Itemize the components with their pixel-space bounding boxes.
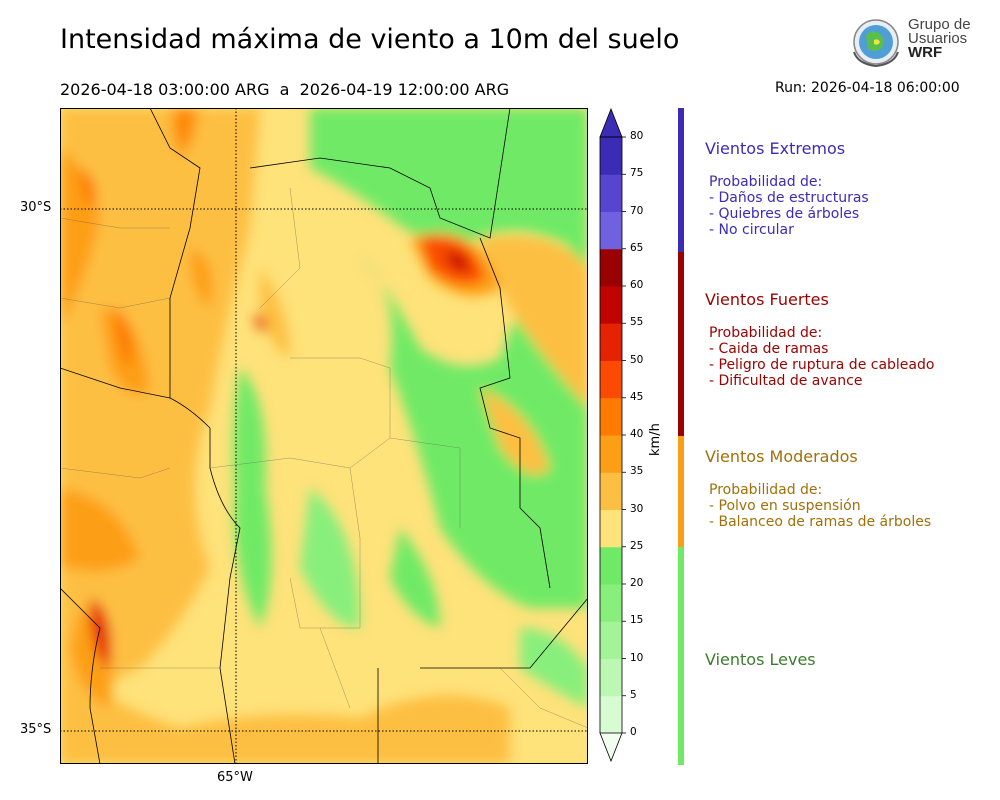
lon-label-65w: 65°W: [217, 770, 253, 785]
category-moderados: Vientos Moderados Probabilidad de: - Pol…: [705, 447, 931, 530]
colorbar-tick-label: 15: [630, 614, 644, 627]
colorbar-band: [600, 397, 622, 436]
wind-map: [60, 108, 588, 764]
colorbar-band: [600, 658, 622, 697]
colorbar-extend-high: [599, 107, 623, 138]
category-band: [678, 252, 684, 436]
colorbar-band: [600, 546, 622, 585]
colorbar-tick-label: 80: [630, 130, 644, 142]
colorbar-tick-label: 60: [630, 279, 644, 291]
lat-label-30s: 30°S: [20, 200, 52, 215]
category-fuertes: Vientos Fuertes Probabilidad de: - Caida…: [705, 290, 934, 389]
colorbar-tick-label: 20: [630, 577, 644, 589]
colorbar-band: [600, 211, 622, 250]
colorbar-band: [600, 248, 622, 287]
department-borders: [60, 187, 588, 729]
category-description: Probabilidad de: - Caida de ramas - Peli…: [709, 325, 935, 389]
colorbar-band: [600, 360, 622, 399]
colorbar-band: [600, 174, 622, 212]
category-band: [678, 108, 684, 252]
colorbar-band: [600, 286, 622, 324]
colorbar: [599, 107, 626, 763]
colorbar-tick-label: 10: [630, 651, 644, 664]
category-description: Probabilidad de: - Polvo en suspensión -…: [709, 482, 932, 530]
wind-field: [60, 108, 588, 764]
category-band: [678, 547, 684, 765]
category-title: Vientos Moderados: [705, 447, 858, 466]
category-title: Vientos Leves: [705, 650, 816, 669]
map-title: Intensidad máxima de viento a 10m del su…: [60, 24, 680, 55]
logo-line-3: WRF: [908, 44, 943, 61]
colorbar-tick-label: 55: [630, 316, 644, 329]
colorbar-band: [600, 472, 622, 510]
province-borders: [60, 108, 588, 764]
date-range: 2026-04-18 03:00:00 ARG a 2026-04-19 12:…: [60, 80, 510, 99]
run-time: Run: 2026-04-18 06:00:00: [775, 80, 960, 96]
category-title: Vientos Fuertes: [705, 290, 829, 309]
grupo-wrf-logo: Grupo de Usuarios WRF: [848, 14, 978, 74]
colorbar-extend-low: [599, 732, 623, 763]
colorbar-band: [600, 435, 622, 473]
colorbar-tick-label: 65: [630, 241, 644, 254]
category-band: [678, 436, 684, 547]
category-description: Probabilidad de: - Daños de estructuras …: [709, 174, 869, 238]
colorbar-unit: km/h: [648, 423, 663, 456]
globe-icon: [853, 19, 899, 68]
category-leves: Vientos Leves: [705, 650, 816, 669]
colorbar-tick-label: 45: [630, 390, 644, 403]
colorbar-tick-label: 40: [630, 428, 644, 440]
colorbar-tick-label: 70: [630, 204, 644, 217]
colorbar-tick-label: 35: [630, 465, 644, 478]
colorbar-band: [600, 323, 622, 361]
logo-line-1: Grupo de: [908, 16, 971, 33]
category-extremos: Vientos Extremos Probabilidad de: - Daño…: [705, 139, 869, 238]
map-frame: [60, 108, 588, 764]
lat-label-35s: 35°S: [20, 722, 52, 737]
colorbar-band: [600, 137, 622, 175]
colorbar-tick-label: 5: [630, 688, 637, 701]
colorbar-band: [600, 584, 622, 622]
colorbar-tick-label: 0: [630, 726, 637, 738]
colorbar-tick-label: 50: [630, 353, 644, 366]
logo-line-2: Usuarios: [908, 30, 968, 47]
colorbar-tick-label: 75: [630, 167, 644, 180]
colorbar-band: [600, 621, 622, 659]
category-title: Vientos Extremos: [705, 139, 846, 158]
colorbar-band: [600, 695, 622, 734]
colorbar-band: [600, 509, 622, 548]
colorbar-tick-label: 25: [630, 539, 644, 552]
colorbar-tick-label: 30: [630, 502, 644, 515]
graticule: [60, 108, 588, 764]
